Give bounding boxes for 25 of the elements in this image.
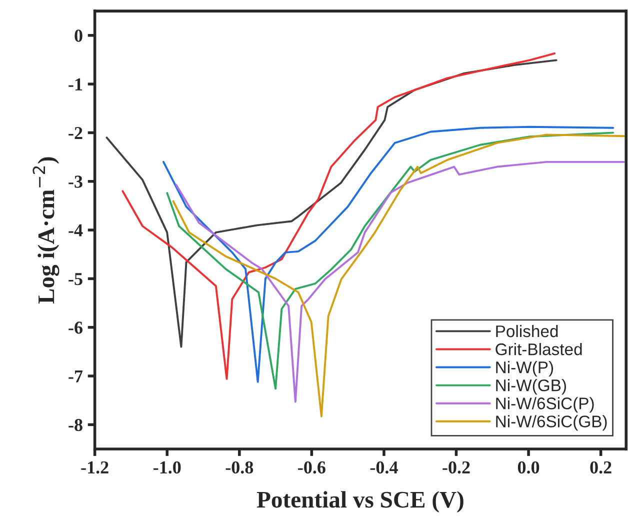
y-tick-label: -7 [68,370,83,382]
x-tick-label: -0.6 [298,461,326,474]
x-tick-label: -0.2 [442,461,470,474]
y-tick-label: -3 [68,176,82,188]
x-tick-label: 0.2 [590,461,612,474]
x-tick-label: -0.4 [370,461,398,474]
legend-label: Ni-W(P) [496,361,554,377]
y-tick-label: -1 [68,78,82,90]
y-tick-label: -4 [68,224,83,236]
x-tick-label: -1.0 [153,461,181,474]
y-tick-label: -2 [68,127,82,139]
y-tick-label: -6 [68,322,82,334]
legend-label: Ni-W/6SiC(P) [496,397,594,413]
x-tick-label: -0.8 [226,461,254,474]
x-axis-title: Potential vs SCE (V) [256,491,464,512]
legend-label: Ni-W/6SiC(GB) [496,415,607,431]
x-tick-label: -1.2 [81,461,108,474]
y-tick-label: -5 [68,273,82,286]
y-tick-label: 0 [74,30,82,42]
x-tick-label: 0.0 [518,461,540,474]
y-tick-label: -8 [68,418,82,432]
legend-label: Ni-W(GB) [496,379,566,395]
legend-label: Polished [496,324,558,338]
y-axis-title: Log i(A·cm$^{−2}$) [32,157,60,304]
legend-label: Grit-Blasted [496,342,582,356]
